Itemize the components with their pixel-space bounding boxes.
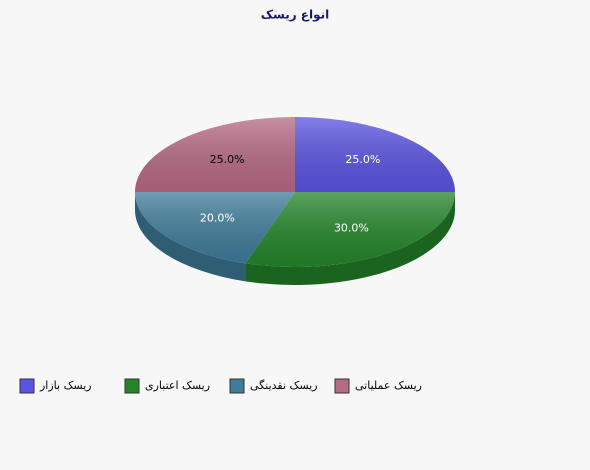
pie-slice-shine [135,192,295,264]
legend-swatch [124,378,140,394]
data-label: 30.0% [334,221,369,234]
pie-slice-shine [135,117,295,192]
legend-swatch [19,378,35,394]
pie-slice-shine [245,192,455,267]
legend-label: ریسک بازار [39,379,92,392]
legend-swatch [334,378,350,394]
data-label: 25.0% [210,153,245,166]
pie-side [245,192,455,285]
pie-side [135,192,246,282]
pie-slice-shine [295,117,455,192]
legend-swatch [229,378,245,394]
legend-label: ریسک نقدینگی [250,379,318,392]
chart-title: انواع ریسک [261,8,330,23]
legend-label: ریسک عملیاتی [355,379,422,392]
data-label: 20.0% [200,211,235,224]
legend-label: ریسک اعتباری [145,379,210,392]
data-label: 25.0% [345,153,380,166]
